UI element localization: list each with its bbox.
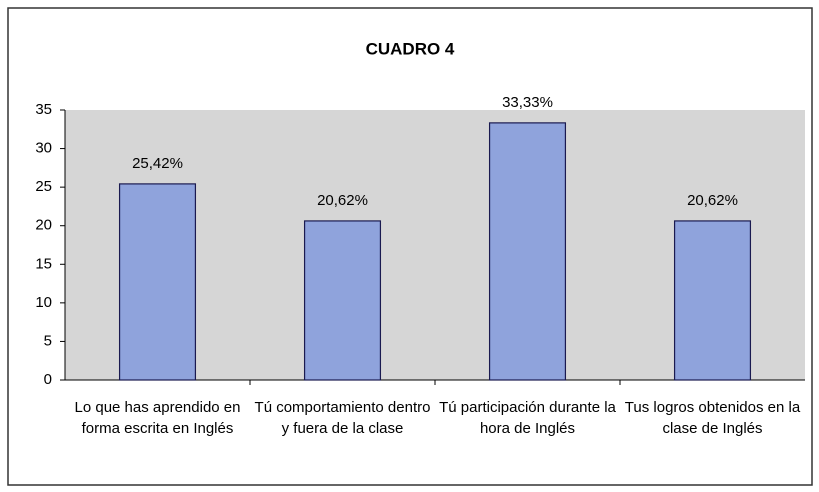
x-tick-label: Tus logros obtenidos en la clase de Ingl… — [624, 399, 801, 437]
bar — [118, 183, 197, 381]
value-label: 20,62% — [317, 192, 368, 209]
y-tick-label: 0 — [44, 371, 52, 388]
bar — [673, 220, 752, 381]
value-label: 20,62% — [687, 192, 738, 209]
bar — [303, 220, 382, 381]
value-label: 33,33% — [502, 94, 553, 111]
bar — [488, 122, 567, 381]
chart-title: CUADRO 4 — [366, 39, 455, 58]
x-tick-label: Tú comportamiento dentro y fuera de la c… — [254, 399, 431, 437]
y-tick-label: 5 — [44, 332, 52, 349]
y-tick-label: 25 — [35, 178, 52, 195]
y-tick-label: 15 — [35, 255, 52, 272]
y-tick-label: 30 — [35, 140, 52, 157]
y-tick-label: 35 — [35, 101, 52, 118]
value-label: 25,42% — [132, 155, 183, 172]
y-tick-label: 10 — [35, 294, 52, 311]
x-tick-label: Tú participación durante la hora de Ingl… — [439, 399, 616, 437]
x-tick-label: Lo que has aprendido en forma escrita en… — [74, 399, 241, 437]
y-tick-label: 20 — [35, 217, 52, 234]
